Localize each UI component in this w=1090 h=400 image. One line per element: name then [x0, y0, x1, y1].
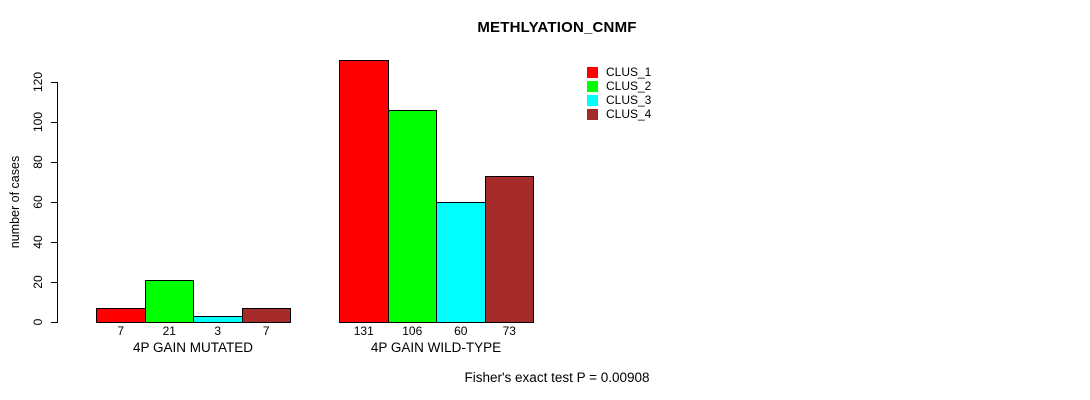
y-axis-tick: [51, 322, 57, 323]
legend-label: CLUS_3: [606, 93, 652, 107]
bar-clus_1-mutated: [96, 308, 146, 323]
legend-swatch-clus_1: [587, 66, 598, 78]
bar-value-label: 60: [454, 324, 468, 338]
y-axis-line: [57, 82, 58, 323]
bar-value-label: 7: [262, 324, 270, 338]
bar-clus_1-wildtype: [339, 60, 389, 323]
legend-swatch-clus_3: [587, 94, 598, 106]
y-axis-tick-label: 80: [31, 155, 45, 169]
legend: CLUS_1 CLUS_2 CLUS_3 CLUS_4: [587, 65, 651, 121]
category-label: 4P GAIN MUTATED: [132, 340, 254, 355]
bar-value-label: 7: [117, 324, 125, 338]
y-axis-tick-label: 60: [31, 195, 45, 209]
bar-value-label: 73: [502, 324, 516, 338]
legend-label: CLUS_4: [606, 107, 652, 121]
y-axis-tick: [51, 282, 57, 283]
fisher-test-annotation: Fisher's exact test P = 0.00908: [464, 370, 650, 385]
legend-item-clus_4: CLUS_4: [587, 107, 651, 121]
bar-clus_3-wildtype: [436, 202, 486, 323]
bar-clus_3-mutated: [193, 316, 243, 323]
legend-item-clus_3: CLUS_3: [587, 93, 651, 107]
bar-value-label: 131: [353, 324, 374, 338]
bar-clus_4-mutated: [241, 308, 291, 323]
bar-clus_4-wildtype: [484, 176, 534, 323]
legend-item-clus_1: CLUS_1: [587, 65, 651, 79]
y-axis-tick: [51, 242, 57, 243]
y-axis-tick: [51, 82, 57, 83]
y-axis-tick: [51, 122, 57, 123]
legend-label: CLUS_2: [606, 79, 652, 93]
y-axis-tick-label: 20: [31, 275, 45, 289]
bar-value-label: 3: [214, 324, 222, 338]
y-axis-label: number of cases: [8, 155, 22, 249]
bar-clus_2-wildtype: [387, 110, 437, 323]
category-label: 4P GAIN WILD-TYPE: [370, 340, 502, 355]
y-axis-tick-label: 40: [31, 235, 45, 249]
legend-label: CLUS_1: [606, 65, 652, 79]
bar-value-label: 21: [162, 324, 176, 338]
legend-swatch-clus_2: [587, 80, 598, 92]
y-axis-tick-label: 120: [31, 71, 45, 93]
legend-swatch-clus_4: [587, 108, 598, 120]
y-axis-tick-label: 100: [31, 111, 45, 133]
y-axis-tick: [51, 162, 57, 163]
legend-item-clus_2: CLUS_2: [587, 79, 651, 93]
chart-title: METHLYATION_CNMF: [477, 19, 637, 36]
bar-clus_2-mutated: [144, 280, 194, 323]
y-axis-tick: [51, 202, 57, 203]
bar-value-label: 106: [402, 324, 423, 338]
y-axis-tick-label: 0: [31, 318, 45, 326]
